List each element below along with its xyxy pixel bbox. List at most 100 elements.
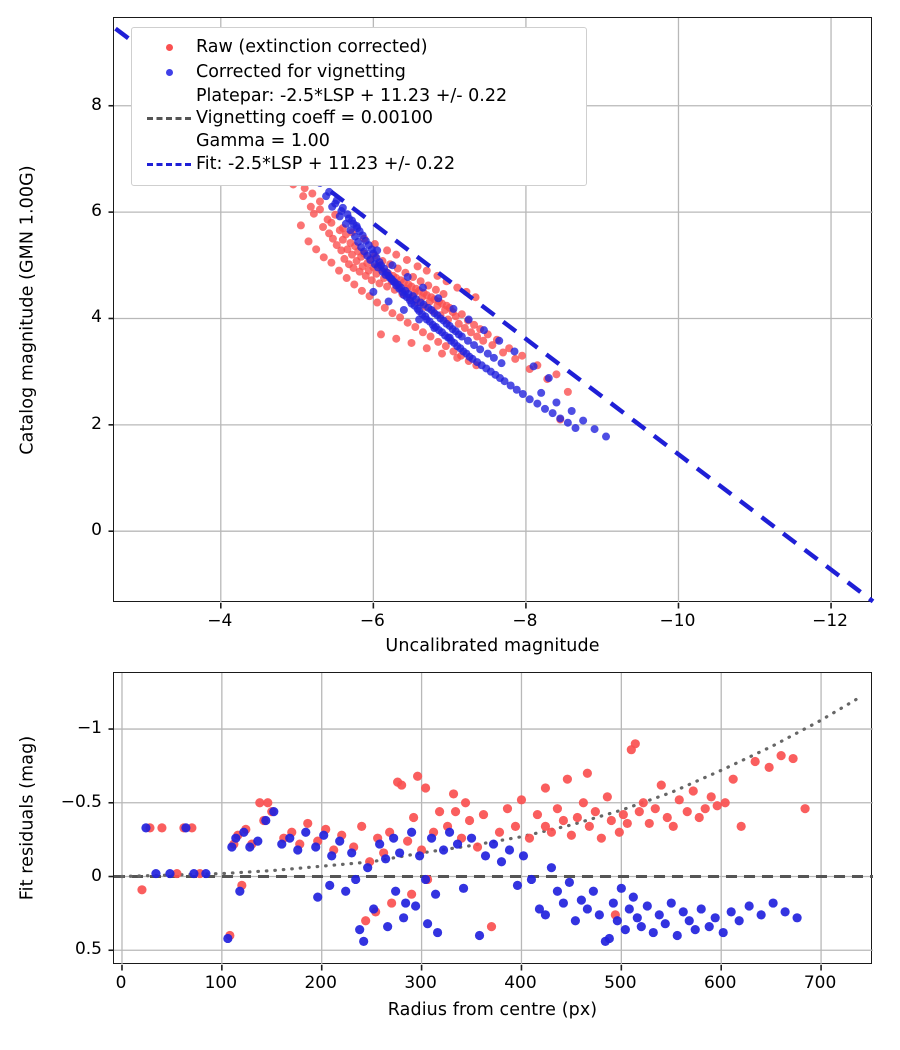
data-point <box>201 868 211 879</box>
data-point <box>596 833 606 843</box>
data-point <box>453 283 462 292</box>
data-point <box>457 310 466 319</box>
data-point <box>383 922 393 932</box>
data-point <box>712 801 722 811</box>
data-point <box>518 851 529 861</box>
data-point <box>624 904 634 914</box>
legend-entry-label: Corrected for vignetting <box>196 62 406 83</box>
photometric-fit-line <box>114 26 875 604</box>
data-point <box>460 324 469 333</box>
data-point <box>622 818 632 829</box>
data-point <box>516 795 527 805</box>
legend-entry: Platepar: -2.5*LSP + 11.23 +/- 0.22 Vign… <box>142 85 575 152</box>
data-point <box>525 395 534 404</box>
bottom-x-tick-label: 500 <box>604 973 637 993</box>
bottom-y-tick-label: 0.5 <box>74 939 102 960</box>
data-point <box>504 845 515 855</box>
data-point <box>612 916 622 926</box>
data-point <box>361 916 371 926</box>
data-point <box>608 898 618 908</box>
data-point <box>261 815 271 826</box>
legend-entry: Corrected for vignetting <box>142 60 575 85</box>
top-y-tick-label: 4 <box>91 307 102 328</box>
data-point <box>396 313 405 322</box>
legend-marker-dot-icon <box>165 69 173 76</box>
data-point <box>409 812 419 823</box>
data-point <box>628 892 638 902</box>
data-point <box>473 332 482 341</box>
fit-residuals-canvas <box>108 673 873 971</box>
data-point <box>463 336 472 345</box>
data-point <box>632 913 642 923</box>
data-point <box>563 418 572 427</box>
data-point <box>308 189 317 198</box>
data-point <box>688 786 698 796</box>
data-point <box>375 839 385 849</box>
data-point <box>544 374 553 383</box>
top-x-tick-label: −8 <box>512 611 538 631</box>
data-point <box>172 868 182 879</box>
top-x-axis-label: Uncalibrated magnitude <box>385 636 600 656</box>
data-point <box>349 263 358 272</box>
data-point <box>300 184 309 193</box>
data-point <box>245 842 255 852</box>
data-point <box>532 809 543 820</box>
scatter-series-2 <box>141 807 802 946</box>
data-point <box>449 304 458 313</box>
bottom-x-tick-label: 700 <box>803 973 837 993</box>
data-point <box>594 910 604 920</box>
data-point <box>375 279 384 288</box>
data-point <box>495 336 504 345</box>
fit-residuals-axes <box>108 672 873 971</box>
data-point <box>422 266 431 275</box>
data-point <box>383 282 392 291</box>
data-point <box>518 390 527 398</box>
top-y-tick-label: 2 <box>91 413 102 434</box>
data-point <box>690 925 700 935</box>
data-point <box>582 768 592 778</box>
data-point <box>556 414 565 423</box>
scatter-series-1 <box>137 739 810 941</box>
magnitude-calibration-canvas <box>108 18 875 609</box>
data-point <box>438 845 449 855</box>
legend-marker-dashed-line-icon <box>147 117 191 121</box>
data-point <box>638 798 648 808</box>
data-point <box>510 347 519 356</box>
data-point <box>341 886 351 896</box>
data-point <box>343 245 352 254</box>
data-point <box>662 812 672 823</box>
data-point <box>616 883 626 893</box>
data-point <box>445 333 454 342</box>
data-point <box>422 344 431 353</box>
legend-entry-label: Raw (extinction corrected) <box>196 37 428 58</box>
data-point <box>510 821 521 831</box>
data-point <box>710 913 720 923</box>
data-point <box>792 913 802 923</box>
data-point <box>322 192 331 201</box>
data-point <box>734 916 744 926</box>
data-point <box>476 345 485 354</box>
data-point <box>434 294 443 303</box>
data-point <box>296 221 305 230</box>
data-point <box>413 262 422 271</box>
data-point <box>434 807 445 817</box>
data-point <box>464 815 475 826</box>
data-point <box>353 224 362 233</box>
data-point <box>402 255 411 264</box>
data-point <box>518 351 527 360</box>
data-point <box>369 904 379 914</box>
data-point <box>502 804 513 814</box>
data-point <box>534 904 545 914</box>
data-point <box>700 804 710 814</box>
data-point <box>466 833 477 843</box>
data-point <box>562 774 572 784</box>
top-x-tick-label: −10 <box>659 611 696 631</box>
legend-entry: Raw (extinction corrected) <box>142 35 575 60</box>
data-point <box>434 337 443 346</box>
data-point <box>506 381 515 390</box>
data-point <box>558 815 569 826</box>
data-point <box>327 258 336 267</box>
data-point <box>682 807 692 817</box>
data-point <box>496 857 507 867</box>
data-point <box>337 207 346 216</box>
